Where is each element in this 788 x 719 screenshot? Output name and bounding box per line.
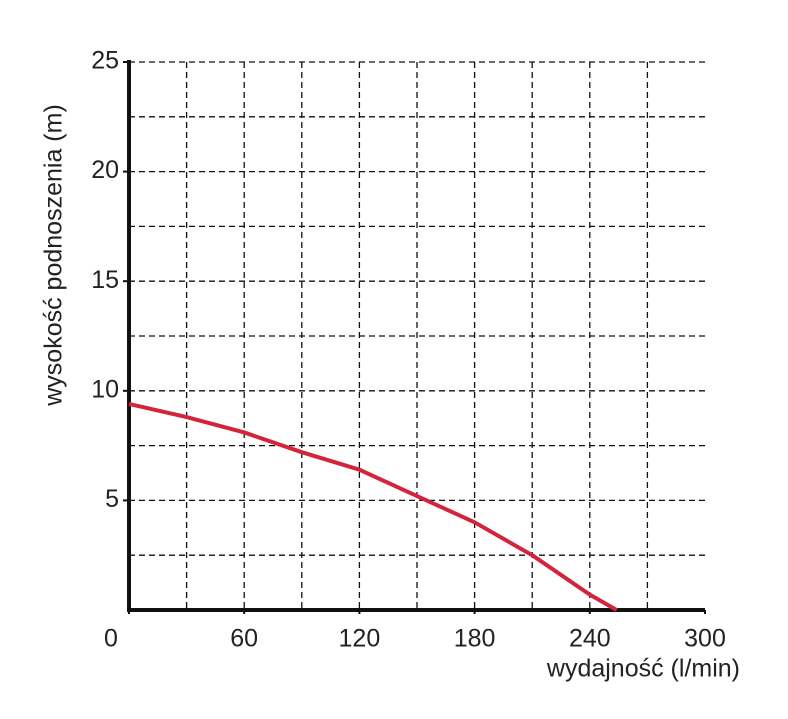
y-tick-label: 25 [91,47,119,75]
x-tick-label: 300 [684,625,726,653]
y-tick-label: 5 [105,485,119,513]
y-tick-label: 15 [91,266,119,294]
x-tick-label: 120 [339,625,381,653]
x-axis-title: wydajność (l/min) [546,655,740,683]
y-tick-label: 20 [91,156,119,184]
data-line [128,402,618,612]
x-tick-label: 180 [454,625,496,653]
x-tick-label: 0 [104,625,118,653]
y-axis-title: wysokość podnoszenia (m) [40,104,68,407]
y-tick-label: 10 [91,375,119,403]
x-tick-label: 60 [230,625,258,653]
x-tick-label: 240 [569,625,611,653]
